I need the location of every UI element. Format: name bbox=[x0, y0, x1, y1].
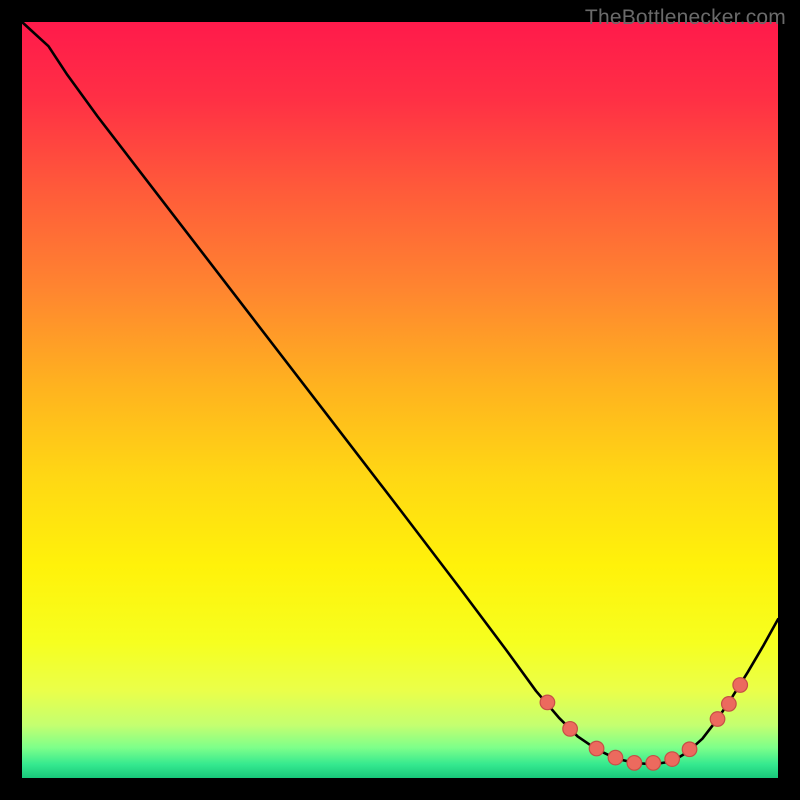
marker-dot bbox=[627, 756, 642, 771]
gradient-background bbox=[22, 22, 778, 778]
bottleneck-chart bbox=[0, 0, 800, 800]
marker-dot bbox=[682, 742, 697, 757]
chart-frame: { "watermark": { "text": "TheBottlenecke… bbox=[0, 0, 800, 800]
marker-dot bbox=[722, 697, 737, 712]
marker-dot bbox=[540, 695, 555, 710]
marker-dot bbox=[665, 752, 680, 767]
marker-dot bbox=[608, 750, 623, 765]
marker-dot bbox=[589, 741, 604, 756]
marker-dot bbox=[733, 678, 748, 693]
watermark-text: TheBottlenecker.com bbox=[585, 6, 786, 30]
marker-dot bbox=[646, 756, 661, 771]
marker-dot bbox=[563, 722, 578, 737]
marker-dot bbox=[710, 712, 725, 727]
